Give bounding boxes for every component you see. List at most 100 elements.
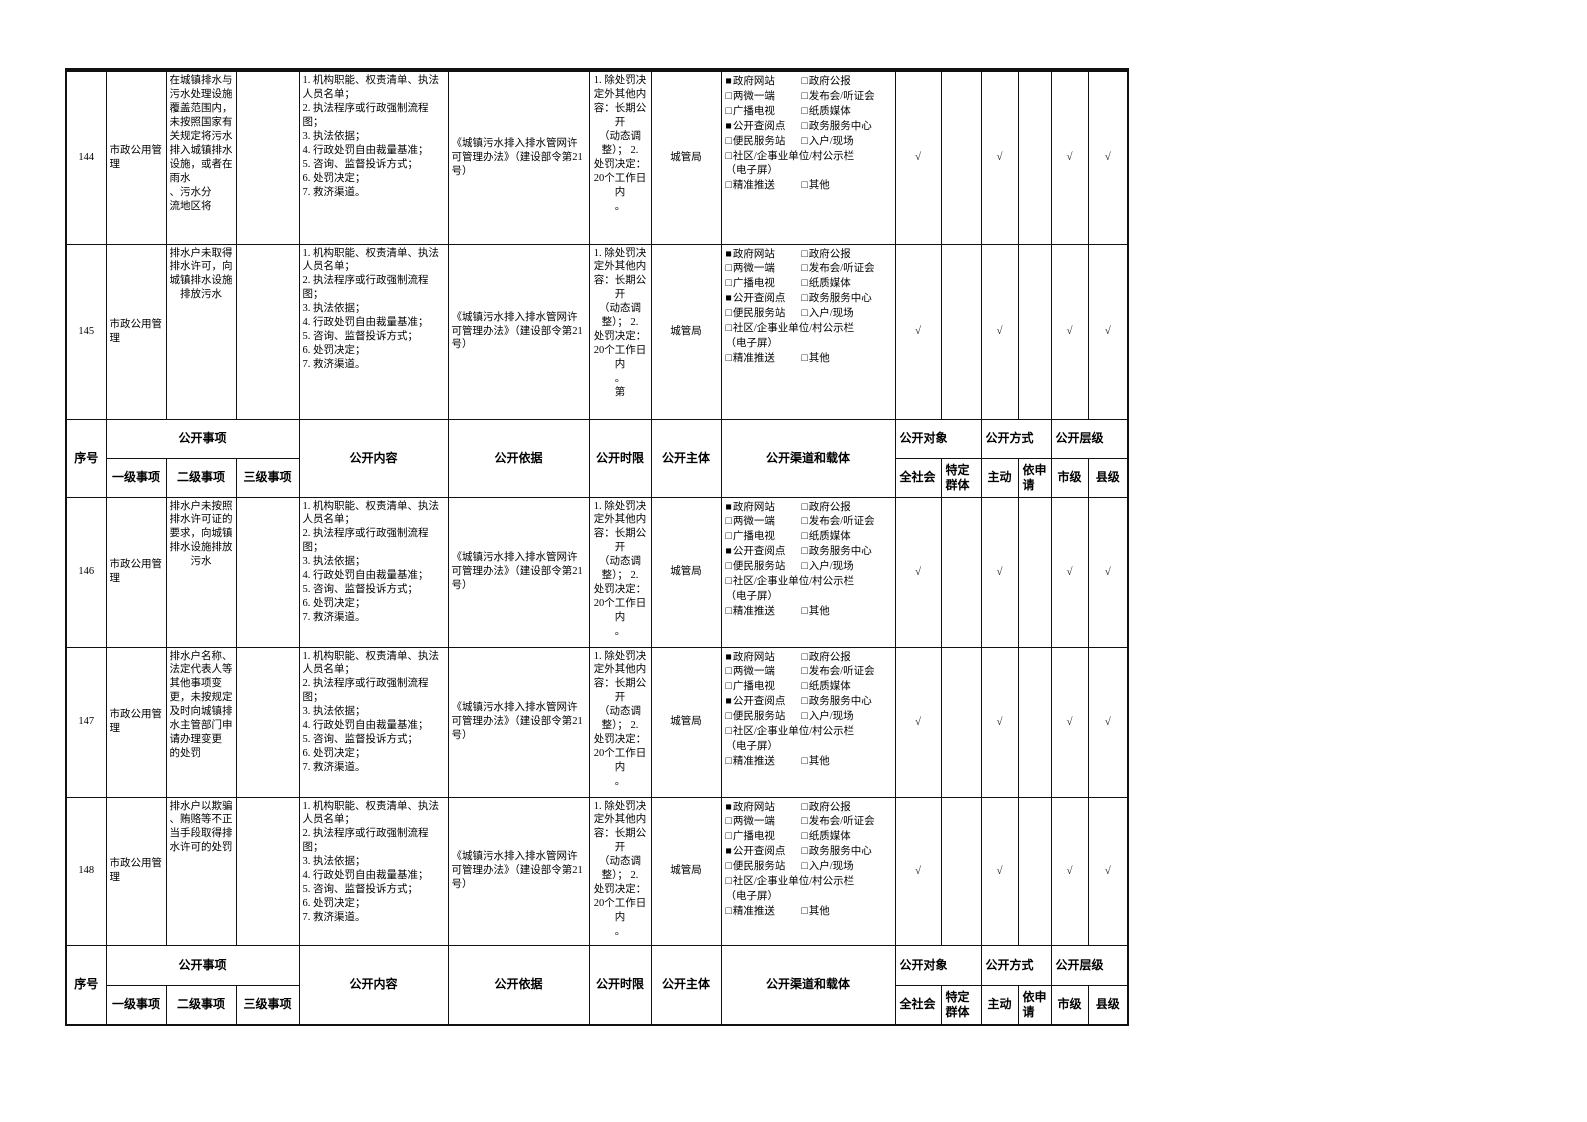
checkbox-icon: □	[725, 516, 732, 528]
channel-label: 政务服务中心	[808, 293, 872, 305]
channel-option: □政府公报	[801, 801, 890, 816]
header-row: 序号 公开事项 公开内容 公开依据 公开时限 公开主体 公开渠道和载体 公开对象…	[65, 944, 1129, 1026]
channel-option: □社区/企事业单位/村公示栏 （电子屏）	[726, 725, 891, 755]
cell-check-on-request	[1017, 69, 1052, 245]
checkbox-icon: ■	[725, 501, 732, 513]
table-row: 145 市政公用管理 排水户未取得 排水许可，向 城镇排水设施 排放污水 1. …	[65, 243, 1129, 420]
channel-label: 精准推送	[732, 755, 775, 767]
channel-label: 广播电视	[732, 831, 775, 843]
channel-option: □入户/现场	[801, 307, 890, 322]
cell-level2: 排水户以欺骗 、贿赂等不正 当手段取得排 水许可的处罚	[165, 796, 237, 946]
channel-option: □入户/现场	[801, 710, 890, 725]
table-row: 146 市政公用管理 排水户未按照 排水许可证的 要求，向城镇 排水设施排放 污…	[65, 496, 1129, 648]
channel-option: □便民服务站	[726, 307, 802, 322]
checkbox-icon: □	[801, 905, 808, 917]
channel-list: ■政府网站 □政府公报 □两微一端 □发布会/听证会 □广播电视 □纸质媒体 ■公开查阅点 □…	[726, 75, 891, 194]
checkbox-icon: □	[801, 135, 808, 147]
channel-list: ■政府网站 □政府公报 □两微一端 □发布会/听证会 □广播电视 □纸质媒体 ■公开查阅点 □…	[726, 248, 891, 367]
channel-label: 其他	[808, 605, 830, 617]
checkbox-icon: □	[801, 278, 808, 290]
checkbox-icon: □	[725, 711, 732, 723]
cell-check-on-request	[1017, 796, 1052, 946]
channel-label: 其他	[808, 352, 830, 364]
channel-option: □两微一端	[726, 665, 802, 680]
channel-option: □其他	[801, 755, 890, 770]
channel-label: 政府网站	[732, 76, 775, 87]
header-item-l1: 一级事项	[105, 457, 167, 498]
header-channels: 公开渠道和载体	[720, 418, 896, 498]
cell-content: 1. 机构职能、权责清单、执法人员名单； 2. 执法程序或行政强制流程图； 3.…	[298, 796, 449, 946]
header-audience: 公开对象	[894, 418, 982, 459]
cell-check-city: √	[1050, 796, 1089, 946]
channel-list: ■政府网站 □政府公报 □两微一端 □发布会/听证会 □广播电视 □纸质媒体 ■公开查阅点 □…	[726, 801, 891, 920]
checkbox-icon: □	[725, 278, 732, 290]
channel-label: 政府网站	[732, 651, 775, 663]
channel-option: □政府公报	[801, 248, 890, 263]
checkbox-icon: □	[801, 846, 808, 858]
cell-check-city: √	[1050, 646, 1089, 798]
header-audience-all: 全社会	[894, 984, 942, 1026]
channel-option: ■政府网站	[726, 75, 802, 90]
channel-label: 便民服务站	[732, 861, 786, 873]
channel-option: □精准推送	[726, 755, 802, 770]
channel-option: ■公开查阅点	[726, 545, 802, 560]
cell-check-county: √	[1087, 243, 1129, 420]
channel-label: 政务服务中心	[808, 120, 872, 132]
channel-label: 精准推送	[732, 905, 775, 917]
channel-option: ■政府网站	[726, 801, 802, 816]
channel-option: □纸质媒体	[801, 277, 890, 292]
cell-time-limit: 1. 除处罚决 定外其他内 容：长期公 开 （动态调 整）； 2. 处罚决定： …	[588, 796, 652, 946]
header-audience: 公开对象	[894, 944, 982, 986]
table-row: 147 市政公用管理 排水户名称、 法定代表人等 其他事项变 更，未按规定 及时…	[65, 646, 1129, 798]
channel-option: □其他	[801, 352, 890, 367]
header-method: 公开方式	[980, 418, 1052, 459]
checkbox-icon: □	[801, 105, 808, 117]
header-row: 一级事项 二级事项 三级事项 全社会 特定群体 主动 依申请 市级 县级	[66, 984, 1129, 1026]
channel-label: 政府网站	[732, 248, 775, 260]
channel-label: 入户/现场	[808, 308, 854, 320]
channel-option: ■公开查阅点	[726, 695, 802, 710]
checkbox-icon: □	[801, 831, 808, 843]
channel-option: □两微一端	[726, 515, 802, 530]
channel-label: 两微一端	[732, 816, 775, 828]
cell-level3	[235, 496, 300, 648]
checkbox-icon: ■	[725, 696, 732, 708]
cell-check-all-society: √	[894, 69, 942, 245]
channel-label: 入户/现场	[808, 711, 854, 723]
cell-basis: 《城镇污水排入排水管网许可管理办法》（建设部令第21号）	[447, 646, 590, 798]
channel-label: 纸质媒体	[808, 831, 851, 843]
checkbox-icon: ■	[725, 651, 732, 663]
channel-option: ■政府网站	[726, 248, 802, 263]
cell-content: 1. 机构职能、权责清单、执法人员名单； 2. 执法程序或行政强制流程图； 3.…	[298, 646, 449, 798]
checkbox-icon: □	[725, 135, 732, 147]
header-item-l2: 二级事项	[165, 984, 237, 1026]
cell-level1: 市政公用管理	[105, 69, 167, 245]
checkbox-icon: ■	[725, 546, 732, 558]
cell-subject: 城管局	[650, 496, 722, 648]
checkbox-icon: □	[801, 352, 808, 364]
channel-option: □入户/现场	[801, 135, 890, 150]
channel-label: 两微一端	[732, 263, 775, 275]
channel-label: 便民服务站	[732, 561, 786, 573]
cell-basis: 《城镇污水排入排水管网许可管理办法》（建设部令第21号）	[447, 796, 590, 946]
channel-label: 公开查阅点	[732, 546, 786, 558]
checkbox-icon: □	[801, 501, 808, 513]
channel-option: □政务服务中心	[801, 292, 890, 307]
checkbox-icon: □	[725, 105, 732, 117]
channel-list: ■政府网站 □政府公报 □两微一端 □发布会/听证会 □广播电视 □纸质媒体 ■公开查阅点 □…	[726, 651, 891, 770]
channel-option: □入户/现场	[801, 860, 890, 875]
channel-label: 社区/企事业单位/村公示栏 （电子屏）	[725, 876, 855, 902]
channel-option: □其他	[801, 605, 890, 620]
channel-option: □精准推送	[726, 905, 802, 920]
header-method-active: 主动	[980, 457, 1019, 498]
table-row: 144 市政公用管理 在城镇排水与 污水处理设施 覆盖范围内， 未按照国家有 关…	[65, 69, 1129, 245]
channel-option: ■政府网站	[726, 501, 802, 516]
header-basis: 公开依据	[447, 418, 590, 498]
channel-label: 其他	[808, 755, 830, 767]
checkbox-icon: □	[725, 308, 732, 320]
cell-level3	[235, 796, 300, 946]
channel-option: □政务服务中心	[801, 695, 890, 710]
channel-option: □便民服务站	[726, 135, 802, 150]
checkbox-icon: □	[801, 263, 808, 275]
checkbox-icon: □	[725, 323, 732, 335]
